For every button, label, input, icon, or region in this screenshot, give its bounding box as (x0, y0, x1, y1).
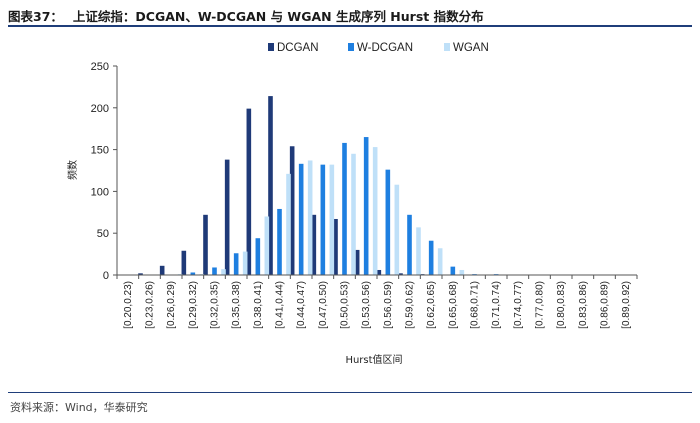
x-tick-label: [0.29,0.32) (188, 281, 199, 329)
bar (190, 272, 196, 275)
x-tick-label: [0.35,0.38) (231, 281, 242, 329)
bar (212, 267, 217, 275)
bar (333, 218, 338, 275)
x-tick-label: [0.38,0.41) (253, 281, 264, 329)
figure-title: 上证综指：DCGAN、W-DCGAN 与 WGAN 生成序列 Hurst 指数分… (72, 9, 484, 24)
x-tick-label: [0.56,0.59) (383, 281, 394, 329)
bar-group (138, 96, 499, 275)
y-tick-label: 0 (103, 270, 109, 282)
x-tick-label: [0.53,0.56) (361, 281, 372, 329)
x-tick-label: [0.83,0.86) (578, 281, 589, 329)
x-tick-label: [0.77,0.80) (535, 281, 546, 329)
bar (203, 214, 208, 275)
bar (363, 137, 369, 275)
chart-legend: DCGAN W-DCGAN WGAN (268, 42, 489, 54)
y-tick-label: 50 (97, 228, 109, 240)
bar (307, 160, 313, 275)
bar (372, 147, 378, 275)
bar (428, 240, 434, 275)
x-tick-label: [0.50,0.53) (340, 281, 351, 329)
bar (342, 142, 347, 275)
bar (394, 184, 400, 275)
x-axis-title: Hurst值区间 (345, 353, 402, 366)
bar (320, 164, 326, 275)
x-tick-label: [0.68,0.71) (470, 281, 481, 329)
source-note: 资料来源：Wind，华泰研究 (10, 401, 148, 414)
bar (233, 253, 239, 275)
x-tick-label: [0.74,0.77) (513, 281, 524, 329)
bar (459, 269, 465, 275)
bar (221, 269, 226, 275)
top-rule (8, 25, 692, 27)
bar (159, 265, 165, 275)
bar (437, 248, 443, 275)
legend-label: DCGAN (277, 42, 319, 54)
y-tick-label: 250 (91, 61, 109, 73)
legend-swatch (268, 43, 274, 51)
bar (255, 238, 261, 275)
x-tick-label: [0.65,0.68) (448, 281, 459, 329)
chart-axes: 0 50 100 150 200 250 [0.20,0.23) [0.23,0.26) [0.… (91, 61, 638, 329)
legend-swatch (348, 43, 354, 51)
x-tick-label: [0.80,0.83) (556, 281, 567, 329)
x-tick-label: [0.86,0.89) (600, 281, 611, 329)
bar (181, 250, 187, 275)
y-tick-label: 200 (91, 103, 109, 115)
x-tick-label: [0.32,0.35) (210, 281, 221, 329)
y-tick-label: 150 (91, 145, 109, 157)
bar (398, 273, 403, 275)
bar (311, 214, 317, 275)
y-axis-title: 频数 (66, 160, 79, 180)
x-tick-label: [0.89,0.92) (621, 281, 632, 329)
x-tick-label: [0.59,0.62) (405, 281, 416, 329)
bar (277, 208, 282, 275)
x-tick-label: [0.44,0.47) (296, 281, 307, 329)
bar (354, 249, 360, 275)
x-tick-label: [0.20,0.23) (123, 281, 134, 329)
y-tick-label: 100 (91, 186, 109, 198)
legend-label: WGAN (453, 42, 489, 54)
bar (298, 163, 304, 275)
bar (351, 153, 356, 275)
bar (329, 164, 335, 275)
bar (385, 169, 391, 275)
x-tick-label: [0.23,0.26) (145, 281, 156, 329)
bar (416, 227, 421, 275)
bar (246, 108, 252, 275)
bar (376, 269, 382, 275)
bar (242, 251, 248, 275)
x-tick-label: [0.47,0.50) (318, 281, 329, 329)
x-tick-label: [0.26,0.29) (166, 281, 177, 329)
x-tick-label: [0.41,0.44) (275, 281, 286, 329)
legend-label: W-DCGAN (357, 42, 413, 54)
bar (138, 273, 143, 275)
bottom-rule (8, 392, 692, 393)
bar (286, 173, 291, 275)
figure-caption: 图表37： 上证综指：DCGAN、W-DCGAN 与 WGAN 生成序列 Hurs… (8, 6, 484, 25)
x-tick-label: [0.71,0.74) (491, 281, 502, 329)
bar (264, 216, 270, 275)
x-tick-label: [0.62,0.65) (426, 281, 437, 329)
figure-number: 图表37： (8, 9, 63, 24)
bar (450, 266, 456, 275)
bar (224, 159, 230, 275)
legend-swatch (444, 43, 450, 51)
bar (289, 146, 295, 275)
bar (268, 96, 273, 275)
bar (407, 214, 412, 275)
